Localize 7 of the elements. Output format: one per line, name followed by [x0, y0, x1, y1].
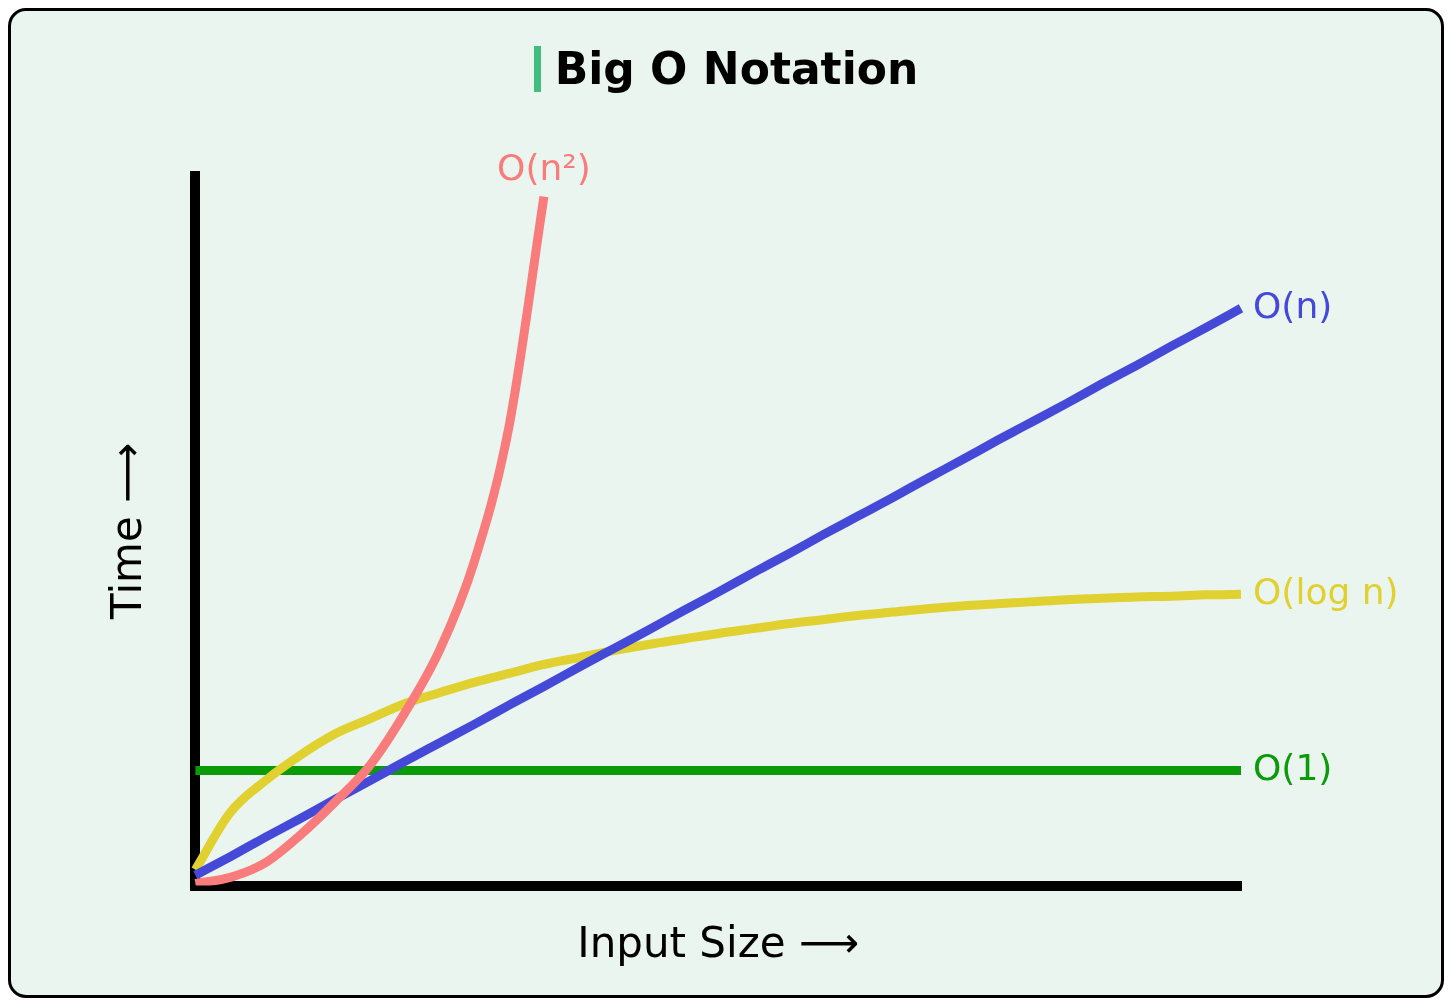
series-label: O(n²) — [497, 147, 591, 189]
x-axis-title: Input Size ⟶ — [577, 917, 860, 967]
series-label: O(n) — [1253, 284, 1333, 326]
series-label: O(1) — [1253, 746, 1333, 788]
series-label: O(log n) — [1253, 570, 1399, 612]
y-axis-title: Time ⟶ — [102, 442, 152, 620]
chart-title: Big O Notation — [554, 43, 919, 94]
